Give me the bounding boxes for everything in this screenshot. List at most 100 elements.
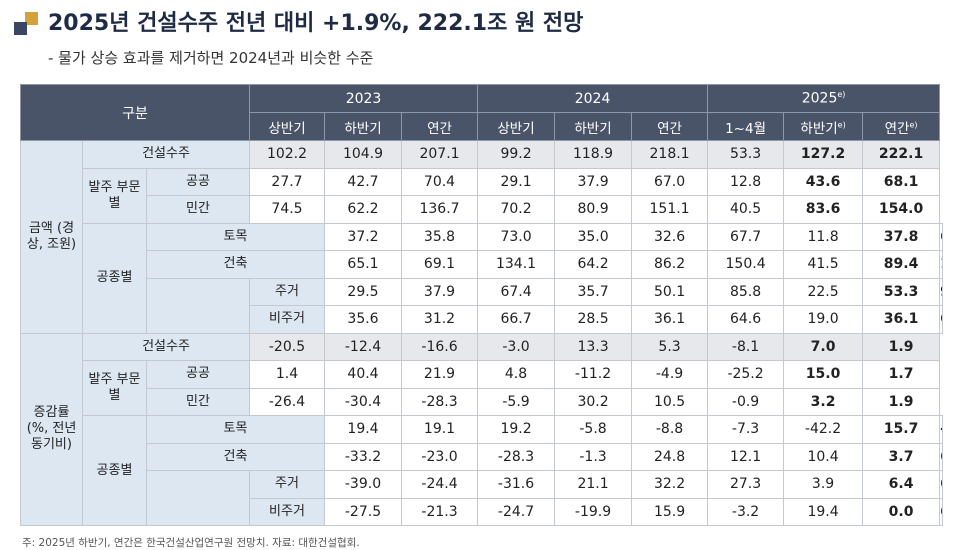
table-cell: 12.8 <box>707 167 785 196</box>
table-row: 건축65.169.1134.164.286.2150.441.589.4159.… <box>21 250 943 279</box>
table-cell: 67.7 <box>707 222 785 251</box>
table-cell: 37.9 <box>400 277 479 306</box>
table-cell: 50.1 <box>631 277 709 306</box>
table-cell: 3.2 <box>783 387 864 416</box>
table-cell: 70.4 <box>400 167 479 196</box>
header-period: 상반기 <box>249 112 325 141</box>
table-cell: 6.2 <box>939 470 943 499</box>
row-label-civil: 토목 <box>146 415 325 444</box>
logo-squares-icon <box>14 12 40 38</box>
table-cell: -27.5 <box>324 497 402 526</box>
table-cell: 41.5 <box>783 250 864 279</box>
table-cell: 1.9 <box>862 387 941 416</box>
table-cell: -28.3 <box>400 387 479 416</box>
table-cell: -23.0 <box>400 442 479 471</box>
table-cell: 62.4 <box>939 222 943 251</box>
table-row: 발주 부문별 공공 27.7 42.7 70.4 29.1 37.9 67.0 12.8 43.6… <box>21 167 943 224</box>
table-cell: 30.2 <box>554 387 633 416</box>
table-cell: 7.0 <box>783 332 864 361</box>
header-category: 구분 <box>20 84 250 141</box>
table-cell: 154.0 <box>862 195 941 224</box>
table-cell: 12.1 <box>707 442 785 471</box>
table-cell: -3.0 <box>477 332 556 361</box>
row-label-private: 민간 <box>146 195 250 224</box>
row-label-nonhousing: 비주거 <box>249 497 325 526</box>
table-row: 금액 (경상, 조원) 건설수주 102.2 104.9 207.1 99.2 118.9 2… <box>20 140 943 334</box>
table-row: 증감률 (%, 전년 동기비) 건설수주 -20.5 -12.4 -16.6 -3.0 13… <box>20 332 943 526</box>
table-cell: -33.2 <box>324 442 402 471</box>
table-cell: 37.9 <box>554 167 633 196</box>
indent-spacer <box>146 277 250 334</box>
group-label-growth: 증감률 (%, 전년 동기비) <box>20 332 83 526</box>
table-cell: 3.9 <box>783 470 864 499</box>
table-cell: 1.7 <box>862 360 941 389</box>
table-cell: 32.6 <box>631 222 709 251</box>
header-year-2023: 2023 <box>248 84 479 113</box>
page-subtitle: - 물가 상승 효과를 제거하면 2024년과 비슷한 수준 <box>48 49 374 67</box>
table-cell: -30.4 <box>324 387 402 416</box>
table-cell: -20.5 <box>249 332 325 361</box>
table-cell: -7.8 <box>939 415 943 444</box>
table-cell: -26.4 <box>249 387 325 416</box>
table-cell: 68.1 <box>862 167 941 196</box>
table-cell: 36.1 <box>862 305 941 334</box>
table-cell: 19.4 <box>783 497 864 526</box>
table-cell: 3.7 <box>862 442 941 471</box>
table-cell: 74.5 <box>249 195 325 224</box>
row-label-total: 건설수주 <box>82 332 250 361</box>
header-period: 하반기 <box>554 112 633 141</box>
table-cell: 99.2 <box>477 140 556 169</box>
table-cell: -24.4 <box>400 470 479 499</box>
table-cell: -5.8 <box>554 415 633 444</box>
table-cell: 64.2 <box>554 250 633 279</box>
table-cell: 53.3 <box>707 140 785 169</box>
row-label-public: 공공 <box>146 167 250 196</box>
table-cell: 27.3 <box>707 470 785 499</box>
table-cell: 40.5 <box>707 195 785 224</box>
table-cell: 4.8 <box>477 360 556 389</box>
title-bar: 2025년 건설수주 전년 대비 +1.9%, 222.1조 원 전망 <box>14 8 944 42</box>
table-cell: 15.9 <box>631 497 709 526</box>
table-cell: 19.2 <box>477 415 556 444</box>
table-cell: 0.0 <box>862 497 941 526</box>
table-cell: 35.7 <box>554 277 633 306</box>
table-cell: 159.7 <box>939 250 943 279</box>
table-cell: 37.8 <box>862 222 941 251</box>
row-label-nonhousing: 비주거 <box>249 305 325 334</box>
table-row: 발주 부문별 공공 1.4 40.4 21.9 4.8 -11.2 -4.9 -25.2 15.0… <box>21 360 943 416</box>
table-cell: 218.1 <box>631 140 709 169</box>
table-cell: 134.1 <box>477 250 556 279</box>
table-cell: 127.2 <box>783 140 864 169</box>
row-label-housing: 주거 <box>249 470 325 499</box>
table-cell: 83.6 <box>783 195 864 224</box>
table-cell: 27.7 <box>249 167 325 196</box>
table-cell: 222.1 <box>862 140 941 169</box>
table-cell: 66.7 <box>477 305 556 334</box>
table-cell: -19.9 <box>554 497 633 526</box>
table-cell: 207.1 <box>400 140 479 169</box>
row-label-housing: 주거 <box>249 277 325 306</box>
table-cell: 11.8 <box>783 222 864 251</box>
header-period: 1~4월 <box>707 112 785 141</box>
table-cell: -28.3 <box>477 442 556 471</box>
table-cell: 35.8 <box>400 222 479 251</box>
construction-orders-table: 구분 2023 2024 2025e) 상반기 하반기 연간 상반기 하반기 연간 1~4월… <box>20 84 943 526</box>
table-cell: 73.0 <box>477 222 556 251</box>
table-cell: 53.3 <box>862 277 941 306</box>
table-cell: 21.9 <box>400 360 479 389</box>
group-label-amount: 금액 (경상, 조원) <box>20 140 83 334</box>
table-cell: -7.3 <box>707 415 785 444</box>
table-cell: 29.1 <box>477 167 556 196</box>
table-cell: 85.8 <box>707 277 785 306</box>
table-cell: 5.3 <box>631 332 709 361</box>
table-cell: 13.3 <box>554 332 633 361</box>
table-cell: -11.2 <box>554 360 633 389</box>
row-label-order-sector: 발주 부문별 <box>82 167 147 224</box>
table-cell: 67.4 <box>477 277 556 306</box>
row-label-private: 민간 <box>146 387 250 416</box>
table-cell: 43.6 <box>783 167 864 196</box>
table-cell: 70.2 <box>477 195 556 224</box>
table-cell: 35.0 <box>554 222 633 251</box>
table-cell: -25.2 <box>707 360 785 389</box>
table-cell: 118.9 <box>554 140 633 169</box>
